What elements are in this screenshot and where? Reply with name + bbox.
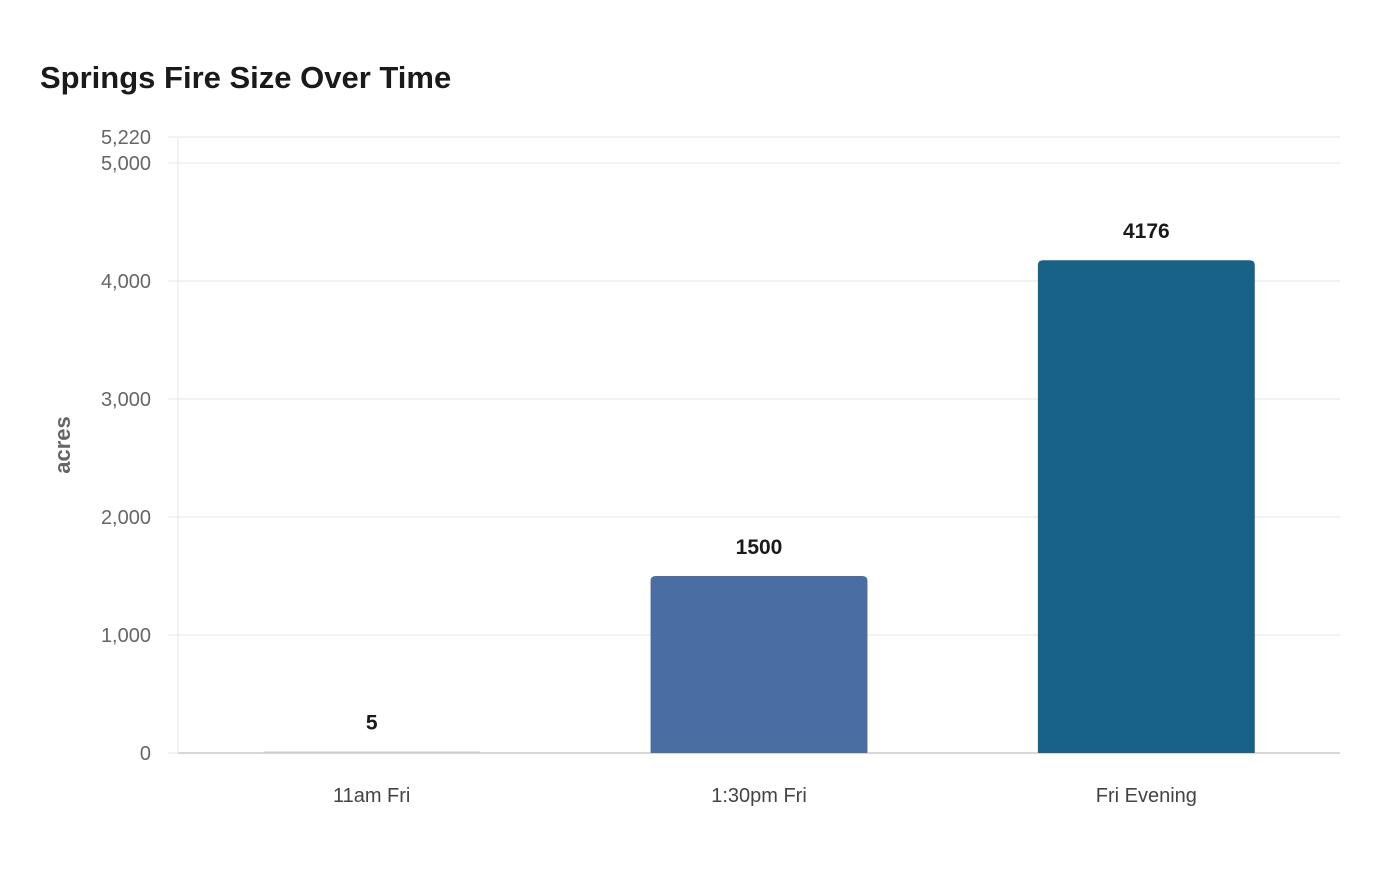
- y-tick-label: 0: [140, 743, 151, 765]
- data-labels: 5 1500 4176: [366, 220, 1170, 734]
- x-category-label: 11am Fri: [333, 785, 410, 807]
- y-axis-title: acres: [50, 416, 75, 474]
- y-tick-label: 5,000: [101, 153, 151, 175]
- x-category-label: 1:30pm Fri: [711, 785, 807, 807]
- y-tick-label: 1,000: [101, 625, 151, 647]
- data-label: 5: [366, 712, 378, 735]
- x-axis-categories: 11am Fri 1:30pm Fri Fri Evening: [333, 785, 1197, 807]
- y-tick-label: 3,000: [101, 389, 151, 411]
- y-axis-ticks: 0 1,000 2,000 3,000 4,000 5,000 5,220: [101, 127, 178, 765]
- data-label: 4176: [1123, 220, 1170, 243]
- chart-title: Springs Fire Size Over Time: [40, 60, 452, 95]
- y-tick-label: 4,000: [101, 271, 151, 293]
- data-label: 1500: [736, 536, 783, 559]
- bar: [1037, 260, 1255, 753]
- bar: [263, 751, 481, 753]
- y-tick-label: 2,000: [101, 507, 151, 529]
- x-category-label: Fri Evening: [1096, 785, 1197, 807]
- bar: [650, 575, 868, 753]
- y-tick-label: 5,220: [101, 127, 151, 149]
- gridlines: [178, 136, 1340, 636]
- bars: [263, 260, 1255, 753]
